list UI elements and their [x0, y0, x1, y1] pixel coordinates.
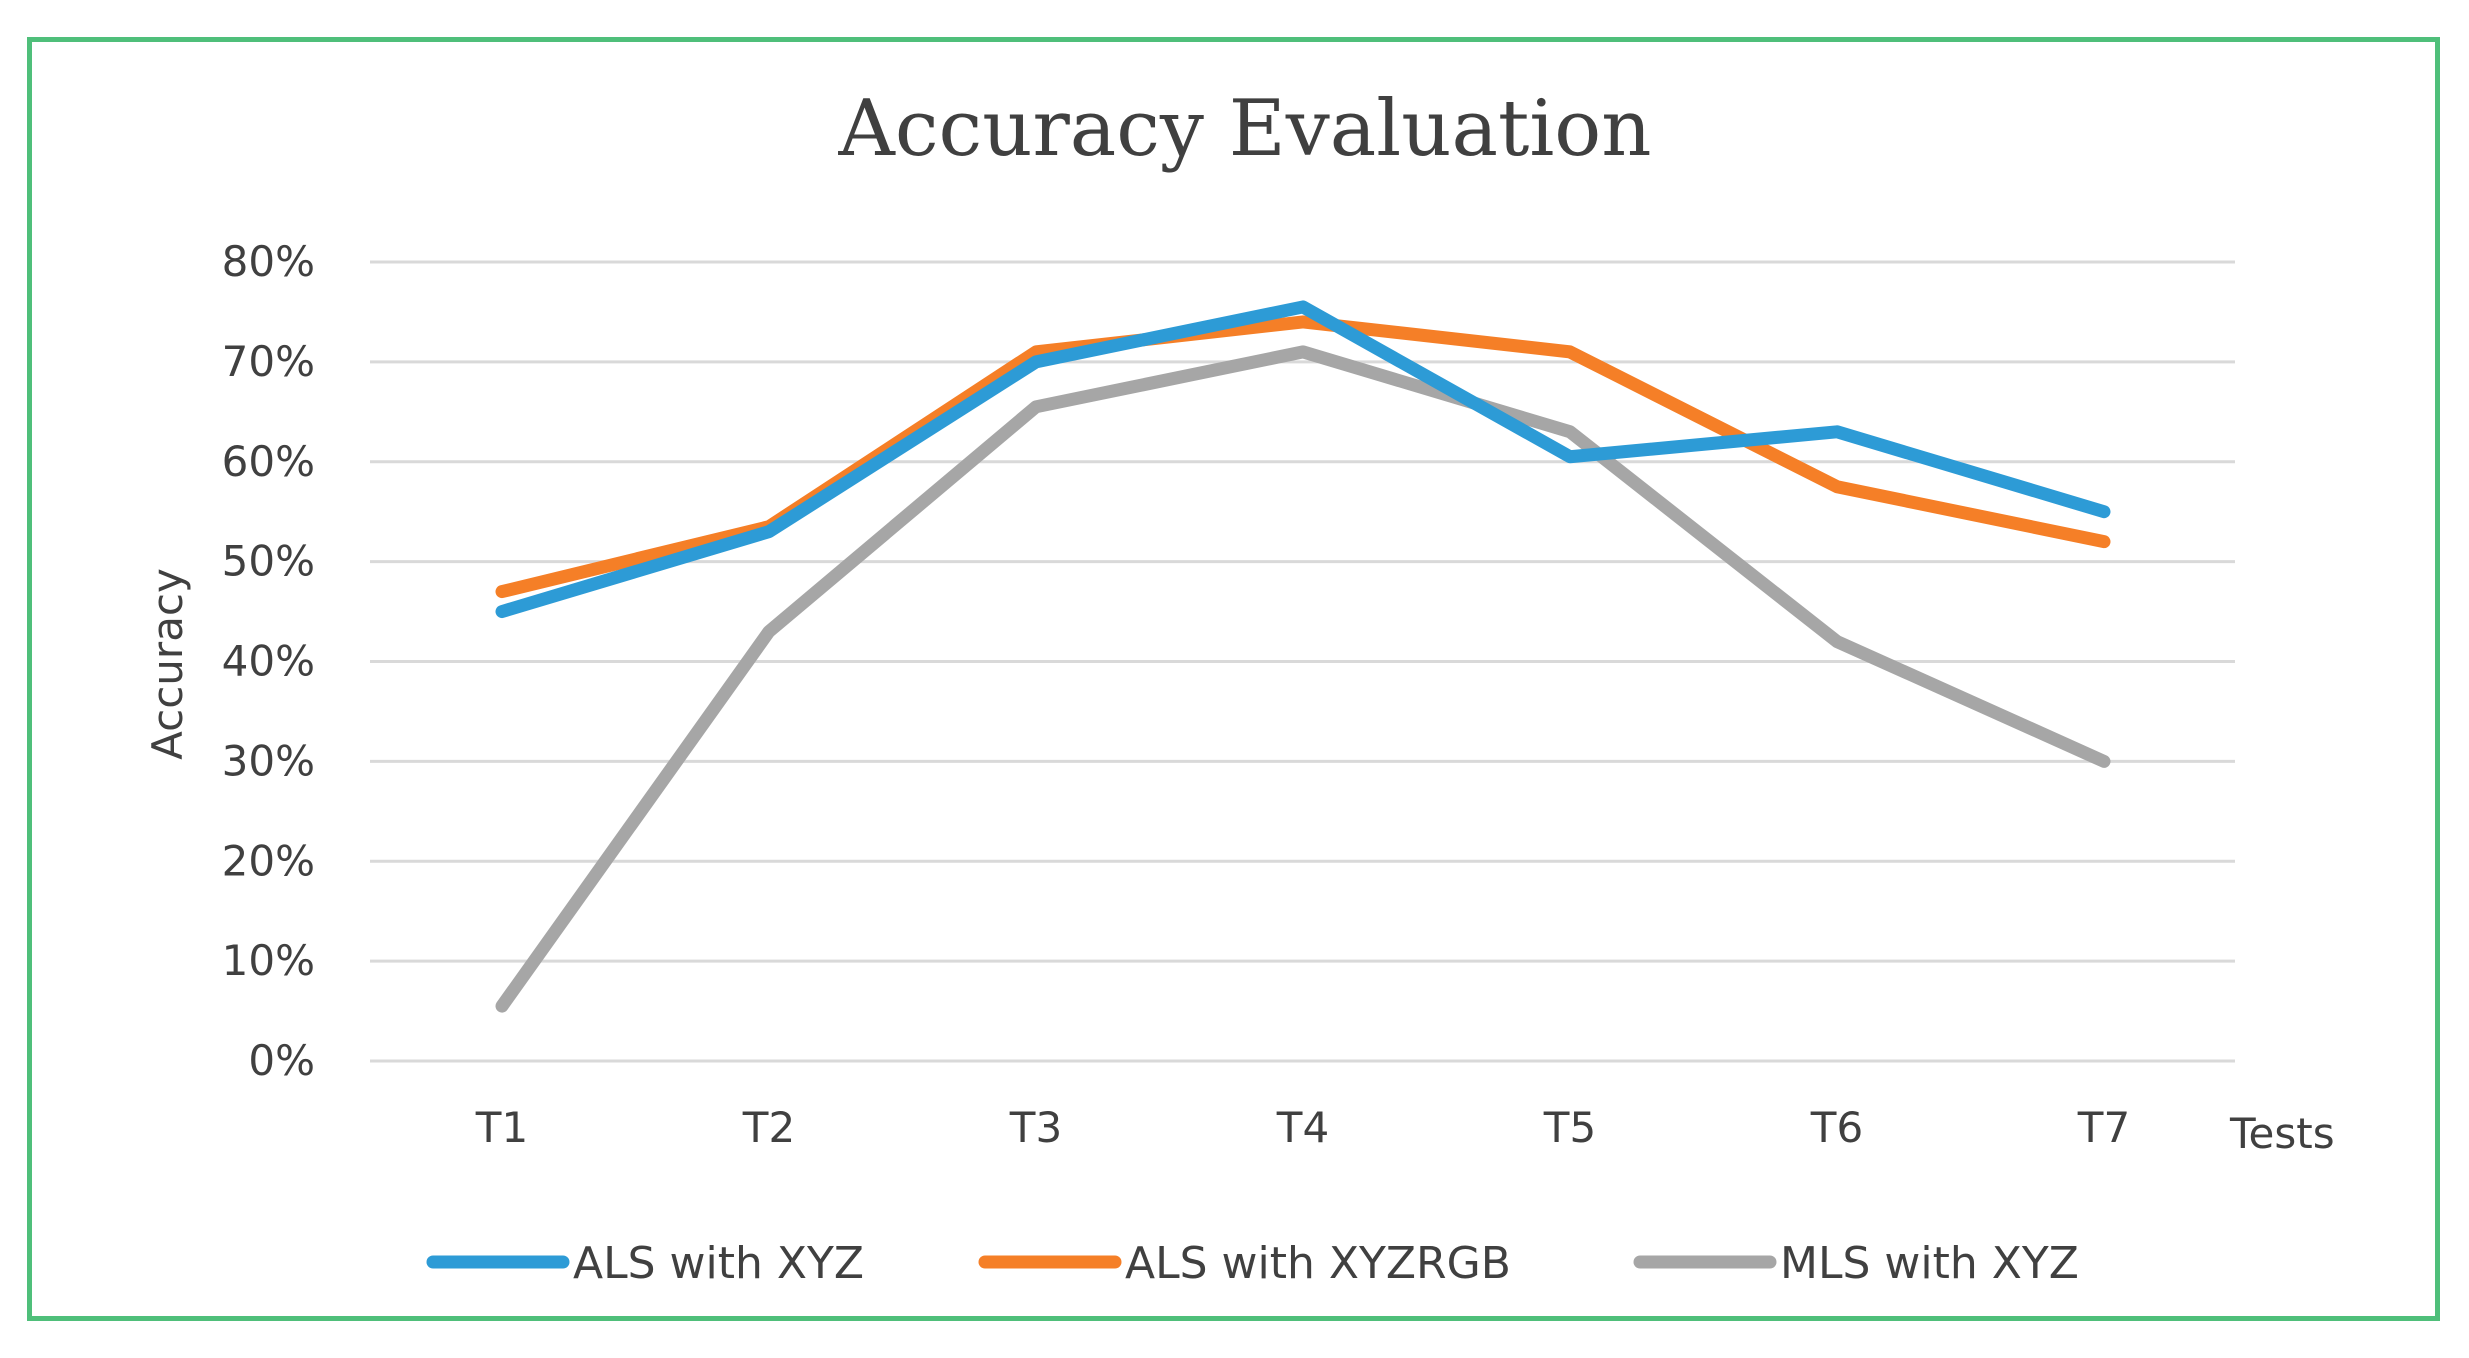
x-tick-label: T7	[2077, 1103, 2130, 1152]
x-tick-label: T6	[1810, 1103, 1863, 1152]
series-line-mls-with-xyz	[495, 345, 2111, 1013]
legend-label-mls-with-xyz: MLS with XYZ	[1780, 1238, 2079, 1289]
y-tick-label: 40%	[222, 637, 315, 686]
x-tick-label: T3	[1009, 1103, 1062, 1152]
x-tick-label: T4	[1276, 1103, 1329, 1152]
y-tick-label: 60%	[222, 437, 315, 486]
x-axis-label: Tests	[2229, 1109, 2335, 1158]
x-tick-label: T5	[1543, 1103, 1596, 1152]
y-tick-label: 70%	[222, 337, 315, 386]
y-tick-label: 0%	[248, 1036, 315, 1085]
y-tick-label: 50%	[222, 537, 315, 586]
x-tick-label: T2	[742, 1103, 795, 1152]
legend-label-als-with-xyz: ALS with XYZ	[573, 1238, 864, 1289]
y-tick-label: 20%	[222, 836, 315, 885]
y-tick-label: 30%	[222, 736, 315, 785]
chart-title: Accuracy Evaluation	[838, 84, 1652, 174]
y-tick-label: 80%	[222, 237, 315, 286]
legend-label-als-with-xyzrgb: ALS with XYZRGB	[1125, 1238, 1511, 1289]
x-tick-label: T1	[475, 1103, 528, 1152]
series-line-als-with-xyz	[495, 300, 2111, 619]
y-tick-label: 10%	[222, 936, 315, 985]
y-axis-label: Accuracy	[143, 568, 192, 760]
chart-frame	[27, 37, 2440, 1321]
